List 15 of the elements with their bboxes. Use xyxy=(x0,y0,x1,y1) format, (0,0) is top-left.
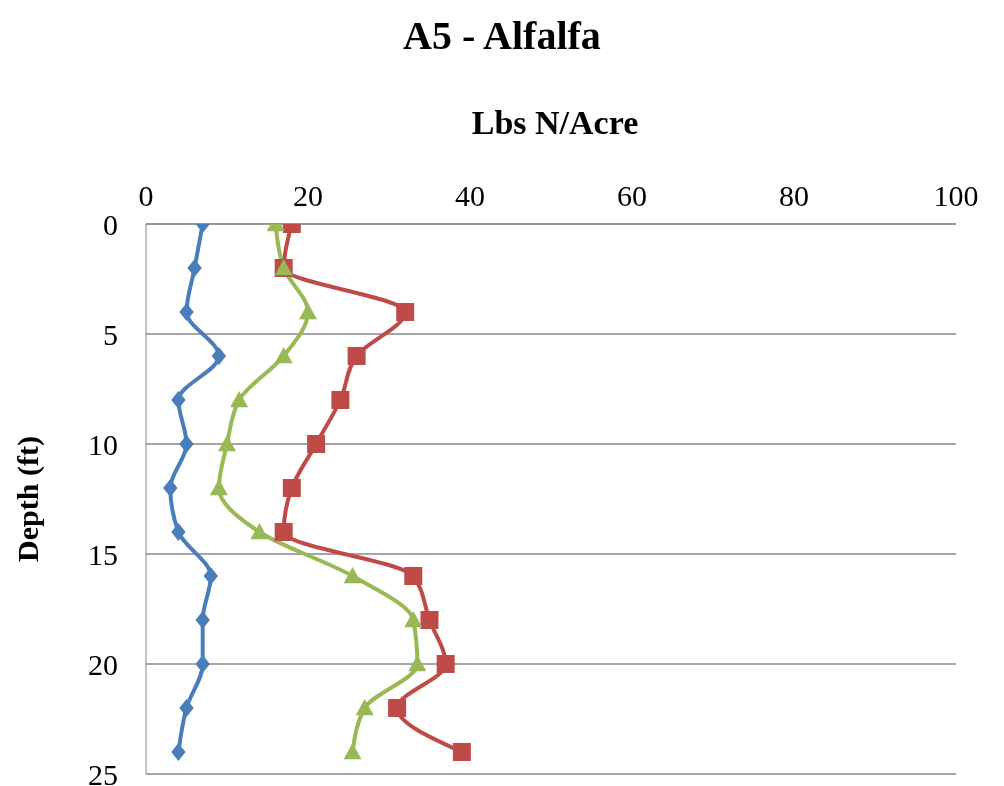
x-tick-label: 0 xyxy=(138,179,154,212)
x-tick-label: 60 xyxy=(617,179,647,212)
x-tick-label: 80 xyxy=(779,179,809,212)
y-tick-label: 0 xyxy=(103,207,118,241)
y-tick-label: 25 xyxy=(88,757,118,786)
chart-title: A5 - Alfalfa xyxy=(402,12,602,59)
x-tick-label: 40 xyxy=(455,179,485,212)
x-tick-label: 20 xyxy=(293,179,323,212)
y-tick-label: 10 xyxy=(88,427,118,461)
x-axis-title: Lbs N/Acre xyxy=(470,104,640,142)
y-axis-title: Depth (ft) xyxy=(10,436,45,562)
y-tick-label: 20 xyxy=(88,647,118,681)
y-tick-label: 15 xyxy=(88,537,118,571)
x-tick-label: 100 xyxy=(933,179,979,212)
y-tick-label: 5 xyxy=(103,317,118,351)
